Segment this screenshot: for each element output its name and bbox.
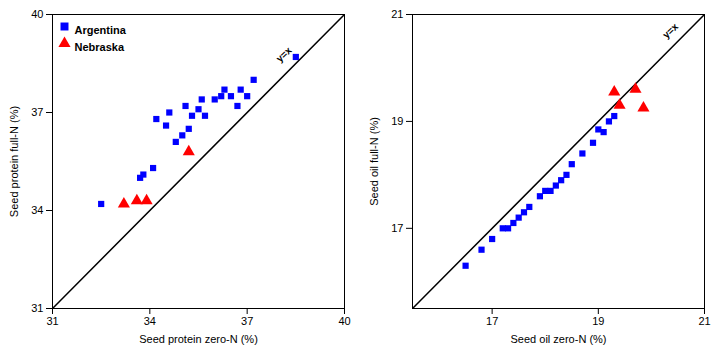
svg-text:37: 37: [31, 106, 43, 118]
svg-text:40: 40: [338, 315, 350, 327]
svg-text:17: 17: [486, 315, 498, 327]
svg-text:17: 17: [391, 222, 403, 234]
svg-text:y=x: y=x: [660, 21, 680, 41]
svg-text:Seed protein full-N (%): Seed protein full-N (%): [8, 106, 20, 217]
svg-text:40: 40: [31, 8, 43, 20]
svg-text:21: 21: [698, 315, 710, 327]
svg-text:37: 37: [241, 315, 253, 327]
svg-text:31: 31: [46, 315, 58, 327]
svg-text:Seed oil zero-N (%): Seed oil zero-N (%): [511, 333, 607, 345]
svg-text:31: 31: [31, 302, 43, 314]
svg-text:y=x: y=x: [274, 44, 294, 64]
svg-text:21: 21: [391, 8, 403, 20]
svg-text:34: 34: [144, 315, 156, 327]
svg-text:Nebraska: Nebraska: [75, 41, 125, 53]
svg-text:19: 19: [592, 315, 604, 327]
svg-text:Seed protein zero-N (%): Seed protein zero-N (%): [139, 333, 258, 345]
svg-text:Seed oil full-N (%): Seed oil full-N (%): [368, 117, 380, 206]
svg-text:Argentina: Argentina: [75, 24, 127, 36]
svg-text:34: 34: [31, 204, 43, 216]
svg-text:19: 19: [391, 115, 403, 127]
